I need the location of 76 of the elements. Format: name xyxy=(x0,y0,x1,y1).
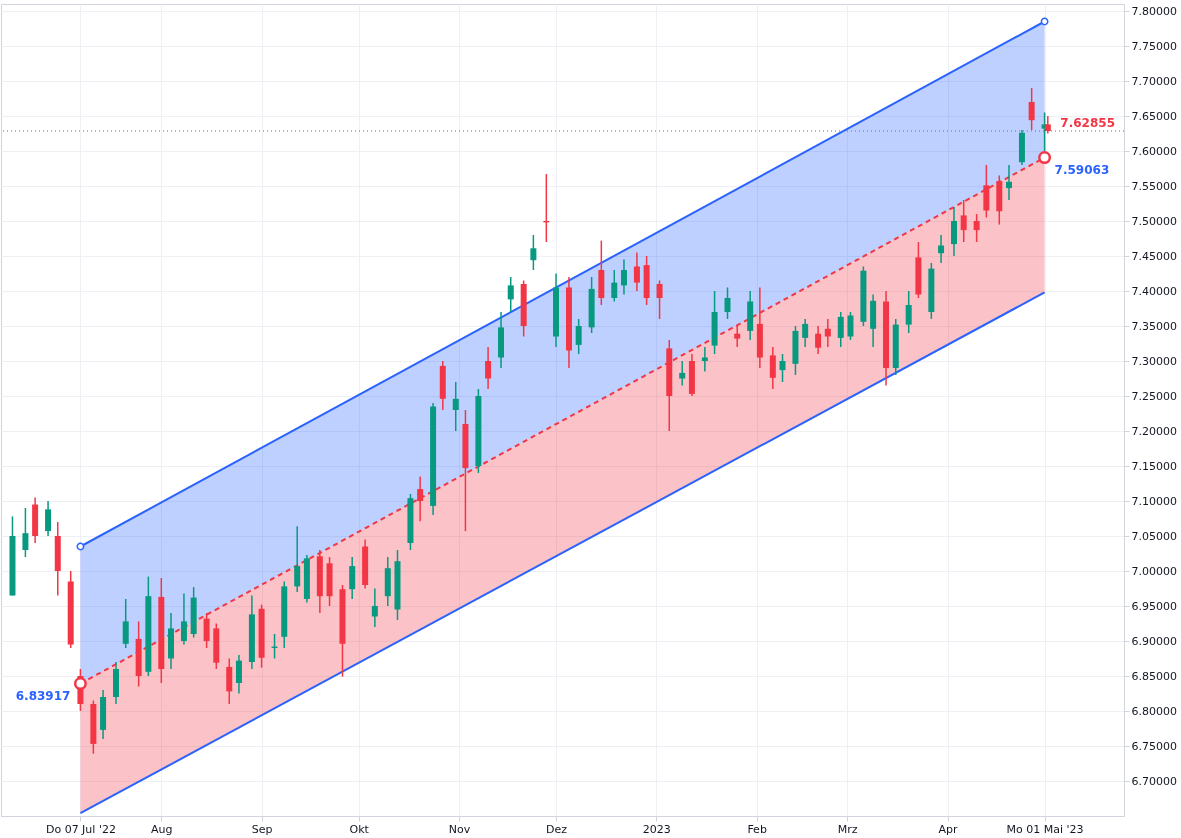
y-tick-label: 7.00000 xyxy=(1131,564,1177,578)
candlestick xyxy=(235,654,242,695)
y-tick-label: 7.75000 xyxy=(1131,39,1177,53)
y-tick-label: 7.10000 xyxy=(1131,494,1177,508)
candlestick xyxy=(779,353,786,383)
y-tick-label: 7.35000 xyxy=(1131,319,1177,333)
y-tick-label: 6.80000 xyxy=(1131,704,1177,718)
y-tick-label: 7.55000 xyxy=(1131,179,1177,193)
y-tick-label: 7.30000 xyxy=(1131,354,1177,368)
x-tick-label: Okt xyxy=(349,822,370,836)
annotation: 7.59063 xyxy=(1054,162,1110,177)
point xyxy=(1040,17,1049,26)
y-tick-label: 7.50000 xyxy=(1131,214,1177,228)
y-tick-label: 7.20000 xyxy=(1131,424,1177,438)
x-tick-label: Aug xyxy=(151,822,173,836)
y-tick-label: 7.45000 xyxy=(1131,249,1177,263)
point xyxy=(1038,151,1052,165)
y-tick-label: 7.70000 xyxy=(1131,74,1177,88)
y-tick-label: 6.90000 xyxy=(1131,634,1177,648)
candlestick xyxy=(507,276,514,313)
candlestick xyxy=(734,325,741,348)
y-tick-label: 7.05000 xyxy=(1131,529,1177,543)
candlestick xyxy=(1005,164,1012,201)
candlestick xyxy=(452,381,459,432)
candlestick xyxy=(837,311,844,348)
y-tick-label: 7.65000 xyxy=(1131,109,1177,123)
y-tick-label: 6.70000 xyxy=(1131,774,1177,788)
x-tick-label: Do 07 Jul '22 xyxy=(45,822,116,836)
candlestick xyxy=(679,360,686,387)
annotation: 6.83917 xyxy=(15,688,71,703)
candlestick xyxy=(905,290,912,334)
x-tick-label: Mo 01 Mai '23 xyxy=(1006,822,1084,836)
candlestick xyxy=(575,318,582,355)
candlestick xyxy=(22,507,29,558)
y-tick-label: 7.15000 xyxy=(1131,459,1177,473)
y-tick-label: 7.60000 xyxy=(1131,144,1177,158)
candlestick xyxy=(815,325,822,355)
y-tick-label: 6.95000 xyxy=(1131,599,1177,613)
x-tick-label: 2023 xyxy=(642,822,671,836)
candlestick xyxy=(45,500,52,537)
y-tick-label: 7.40000 xyxy=(1131,284,1177,298)
candlestick xyxy=(485,346,492,390)
x-tick-label: Dez xyxy=(546,822,568,836)
candlestick xyxy=(824,318,831,348)
y-tick-label: 7.25000 xyxy=(1131,389,1177,403)
candlestick xyxy=(950,206,957,257)
point xyxy=(73,677,87,691)
candlestick xyxy=(180,592,187,646)
x-tick-label: Nov xyxy=(448,822,471,836)
candlestick xyxy=(530,234,537,271)
candlestick xyxy=(960,199,967,243)
x-tick-label: Apr xyxy=(938,822,959,836)
x-tick-label: Feb xyxy=(747,822,767,836)
candlestick xyxy=(620,258,627,296)
candlestick xyxy=(656,279,663,320)
candlestick xyxy=(847,311,854,341)
candlestick xyxy=(417,475,424,523)
x-tick-label: Sep xyxy=(251,822,273,836)
candlestick xyxy=(724,286,731,320)
candlestick xyxy=(203,612,210,649)
candlestick xyxy=(769,346,776,390)
point xyxy=(76,542,85,551)
y-tick-label: 6.85000 xyxy=(1131,669,1177,683)
candlestick xyxy=(611,269,618,303)
ref-line-label: 7.62855 xyxy=(1060,116,1115,131)
x-tick-label: Mrz xyxy=(837,822,858,836)
candlestick xyxy=(938,234,945,264)
y-tick-label: 7.80000 xyxy=(1131,4,1177,18)
candlestick xyxy=(349,556,356,600)
candlestick xyxy=(633,251,640,292)
candlestick xyxy=(122,598,129,649)
candlestick xyxy=(371,587,378,628)
candlestick xyxy=(973,213,980,243)
candlestick xyxy=(294,525,301,593)
candlestick xyxy=(802,318,809,348)
y-tick-label: 6.75000 xyxy=(1131,739,1177,753)
